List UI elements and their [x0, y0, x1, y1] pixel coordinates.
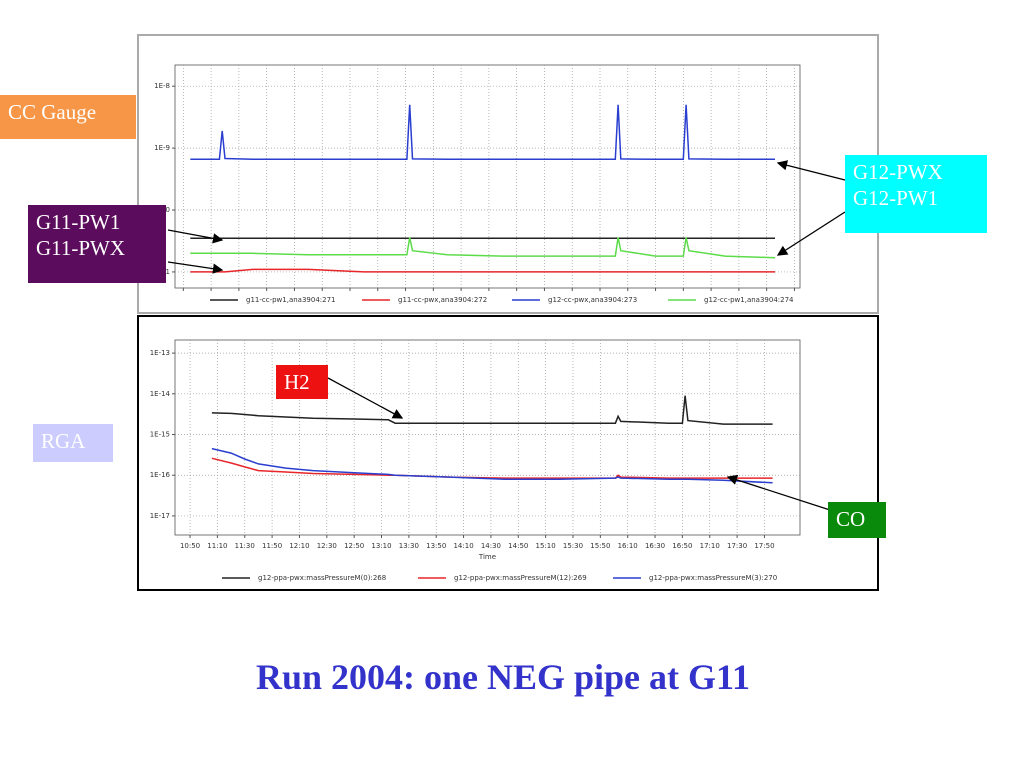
- series-line: [211, 447, 773, 484]
- g11-label: G11-PW1 G11-PWX: [28, 205, 166, 283]
- x-tick-label: 16:50: [672, 542, 692, 550]
- slide-title: Run 2004: one NEG pipe at G11: [255, 657, 751, 697]
- g12-label: G12-PWX G12-PW1: [845, 155, 987, 233]
- y-tick-label: 1E-9: [154, 144, 170, 152]
- x-tick-label: 12:30: [317, 542, 337, 550]
- plot-area: [174, 64, 801, 289]
- series-line: [190, 237, 776, 259]
- legend-label: g12-ppa-pwx:massPressureM(3):270: [649, 574, 777, 582]
- chart-frame: [137, 34, 879, 314]
- x-tick-label: 17:30: [727, 542, 747, 550]
- series-line: [211, 395, 773, 425]
- label-text: G12-PW1: [853, 186, 939, 210]
- x-tick-label: 17:10: [700, 542, 720, 550]
- x-tick-label: 13:50: [426, 542, 446, 550]
- legend-label: g11-cc-pwx,ana3904:272: [398, 296, 487, 304]
- cc-gauge-label: CC Gauge: [0, 95, 136, 139]
- y-tick-label: 1E-15: [150, 431, 170, 439]
- x-tick-label: 16:30: [645, 542, 665, 550]
- legend-label: g11-cc-pw1,ana3904:271: [246, 296, 336, 304]
- y-tick-label: 1E-14: [150, 390, 171, 398]
- x-tick-label: 15:30: [563, 542, 583, 550]
- x-tick-label: 10:50: [180, 542, 200, 550]
- legend-label: g12-cc-pwx,ana3904:273: [548, 296, 637, 304]
- legend-label: g12-ppa-pwx:massPressureM(12):269: [454, 574, 587, 582]
- series-line: [190, 268, 775, 273]
- legend-label: g12-cc-pw1,ana3904:274: [704, 296, 794, 304]
- label-text: G12-PWX: [853, 160, 943, 184]
- y-tick-label: 1E-16: [150, 471, 171, 479]
- label-text: H2: [284, 370, 310, 394]
- label-text: CO: [836, 507, 866, 531]
- series-line: [190, 104, 775, 161]
- x-tick-label: 14:50: [508, 542, 528, 550]
- y-tick-label: 1E-17: [150, 512, 170, 520]
- arrows: [167, 160, 846, 511]
- x-tick-label: 11:10: [207, 542, 227, 550]
- x-tick-label: 13:30: [399, 542, 419, 550]
- x-tick-label: 15:50: [590, 542, 610, 550]
- series-line: [211, 457, 773, 479]
- chart-frame: [137, 315, 879, 591]
- x-tick-label: 17:50: [754, 542, 774, 550]
- plot-area: [174, 339, 801, 536]
- label-text: CC Gauge: [8, 100, 97, 124]
- x-tick-label: 12:10: [289, 542, 309, 550]
- label-text: RGA: [41, 429, 86, 453]
- h2-label: H2: [276, 365, 328, 399]
- x-tick-label: 11:30: [235, 542, 255, 550]
- label-text: G11-PW1: [36, 210, 121, 234]
- x-tick-label: 14:30: [481, 542, 501, 550]
- x-tick-label: 14:10: [453, 542, 473, 550]
- x-tick-label: 12:50: [344, 542, 364, 550]
- y-tick-label: 1E-13: [150, 349, 170, 357]
- legend-label: g12-ppa-pwx:massPressureM(0):268: [258, 574, 386, 582]
- x-tick-label: 16:10: [618, 542, 638, 550]
- co-label: CO: [828, 502, 886, 538]
- x-tick-label: 15:10: [536, 542, 556, 550]
- x-axis-label: Time: [478, 553, 496, 561]
- label-text: G11-PWX: [36, 236, 126, 260]
- x-tick-label: 11:50: [262, 542, 282, 550]
- rga-label: RGA: [33, 424, 113, 462]
- y-tick-label: 1E-8: [154, 82, 170, 90]
- x-tick-label: 13:10: [371, 542, 391, 550]
